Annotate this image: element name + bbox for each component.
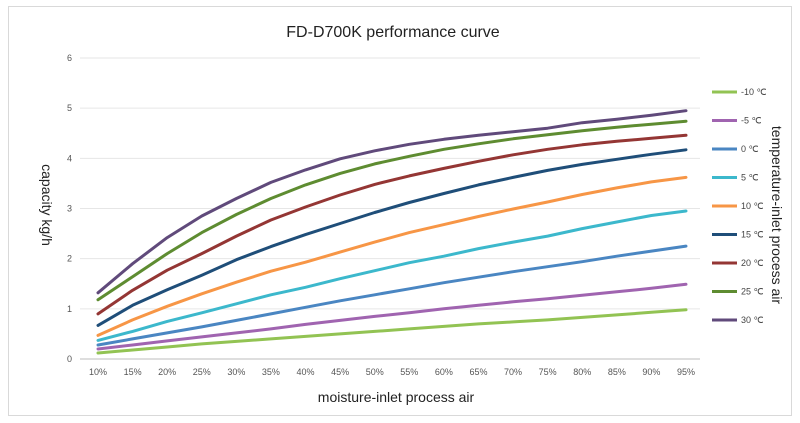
series-line (96, 282, 688, 351)
legend-label: 15 ℃ (741, 230, 764, 240)
y-tick-label: 0 (67, 354, 72, 364)
series-line (96, 109, 688, 295)
y-tick-label: 5 (67, 103, 72, 113)
legend-label: -10 ℃ (741, 87, 767, 97)
y-tick-label: 4 (67, 153, 72, 163)
legend: -10 ℃ -5 ℃ 0 ℃ 5 ℃ 10 ℃ 15 ℃ 20 ℃ 25 ℃ 30 ℃ (712, 87, 767, 325)
chart-frame (8, 6, 792, 416)
legend-label: -5 ℃ (741, 116, 762, 126)
series-line (96, 308, 688, 355)
x-tick-label: 40% (297, 367, 315, 377)
legend-label: 30 ℃ (741, 315, 764, 325)
x-tick-label: 60% (435, 367, 453, 377)
x-tick-label: 80% (573, 367, 591, 377)
x-tick-label: 75% (539, 367, 557, 377)
series-line (96, 133, 688, 316)
y-tick-label: 2 (67, 254, 72, 264)
x-tick-label: 15% (124, 367, 142, 377)
legend-label: 20 ℃ (741, 258, 764, 268)
legend-label: 5 ℃ (741, 173, 759, 183)
y-tick-label: 3 (67, 204, 72, 214)
x-tick-label: 10% (89, 367, 107, 377)
x-tick-label: 25% (193, 367, 211, 377)
x-tick-label: 45% (331, 367, 349, 377)
x-tick-label: 95% (677, 367, 695, 377)
x-tick-label: 65% (469, 367, 487, 377)
y-tick-label: 1 (67, 304, 72, 314)
chart-title: FD-D700K performance curve (286, 24, 500, 41)
series-line (96, 209, 688, 342)
series-line (96, 148, 688, 327)
series-line (96, 244, 688, 347)
legend-label: 25 ℃ (741, 287, 764, 297)
legend-title: temperature-inlet process air (769, 126, 785, 305)
x-tick-label: 70% (504, 367, 522, 377)
series-line (96, 175, 688, 337)
x-tick-label: 20% (158, 367, 176, 377)
x-tick-labels: 10% 15% 20% 25% 30% 35% 40% 45% 50% 55% 60% 65% 70% 7… (89, 367, 695, 377)
x-axis-label: moisture-inlet process air (318, 389, 475, 405)
y-axis-label: capacity kg/h (39, 164, 55, 246)
series-lines (96, 109, 688, 355)
x-tick-label: 30% (227, 367, 245, 377)
legend-label: 10 ℃ (741, 201, 764, 211)
x-tick-label: 50% (366, 367, 384, 377)
y-tick-labels: 0 1 2 3 4 5 6 (67, 53, 72, 364)
series-line (96, 119, 688, 302)
grid (80, 57, 700, 360)
y-tick-label: 6 (67, 53, 72, 63)
x-tick-label: 90% (642, 367, 660, 377)
x-tick-label: 35% (262, 367, 280, 377)
legend-label: 0 ℃ (741, 144, 759, 154)
x-tick-label: 85% (608, 367, 626, 377)
x-tick-label: 55% (400, 367, 418, 377)
